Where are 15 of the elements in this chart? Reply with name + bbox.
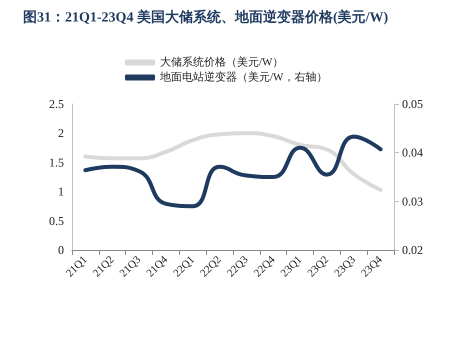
line-series xyxy=(83,131,383,192)
chart-title: 图31：21Q1-23Q4 美国大储系统、地面逆变器价格(美元/W) xyxy=(23,8,388,26)
y2-tick-label: 0.05 xyxy=(402,97,423,111)
line-series xyxy=(83,134,383,208)
legend-label: 地面电站逆变器（美元/W，右轴） xyxy=(159,70,328,84)
y2-tick-label: 0.02 xyxy=(402,243,423,257)
y-tick-label: 1 xyxy=(58,184,64,199)
legend-label: 大储系统价格（美元/W） xyxy=(160,56,284,68)
y2-tick-label: 0.04 xyxy=(402,146,423,160)
y-tick-label: 2.5 xyxy=(49,97,64,111)
y-tick-label: 1.5 xyxy=(49,155,64,170)
y-tick-label: 2 xyxy=(58,126,64,140)
y-tick-label: 0.5 xyxy=(49,214,64,228)
y2-tick-label: 0.03 xyxy=(402,194,423,208)
y-tick-label: 0 xyxy=(58,243,64,257)
